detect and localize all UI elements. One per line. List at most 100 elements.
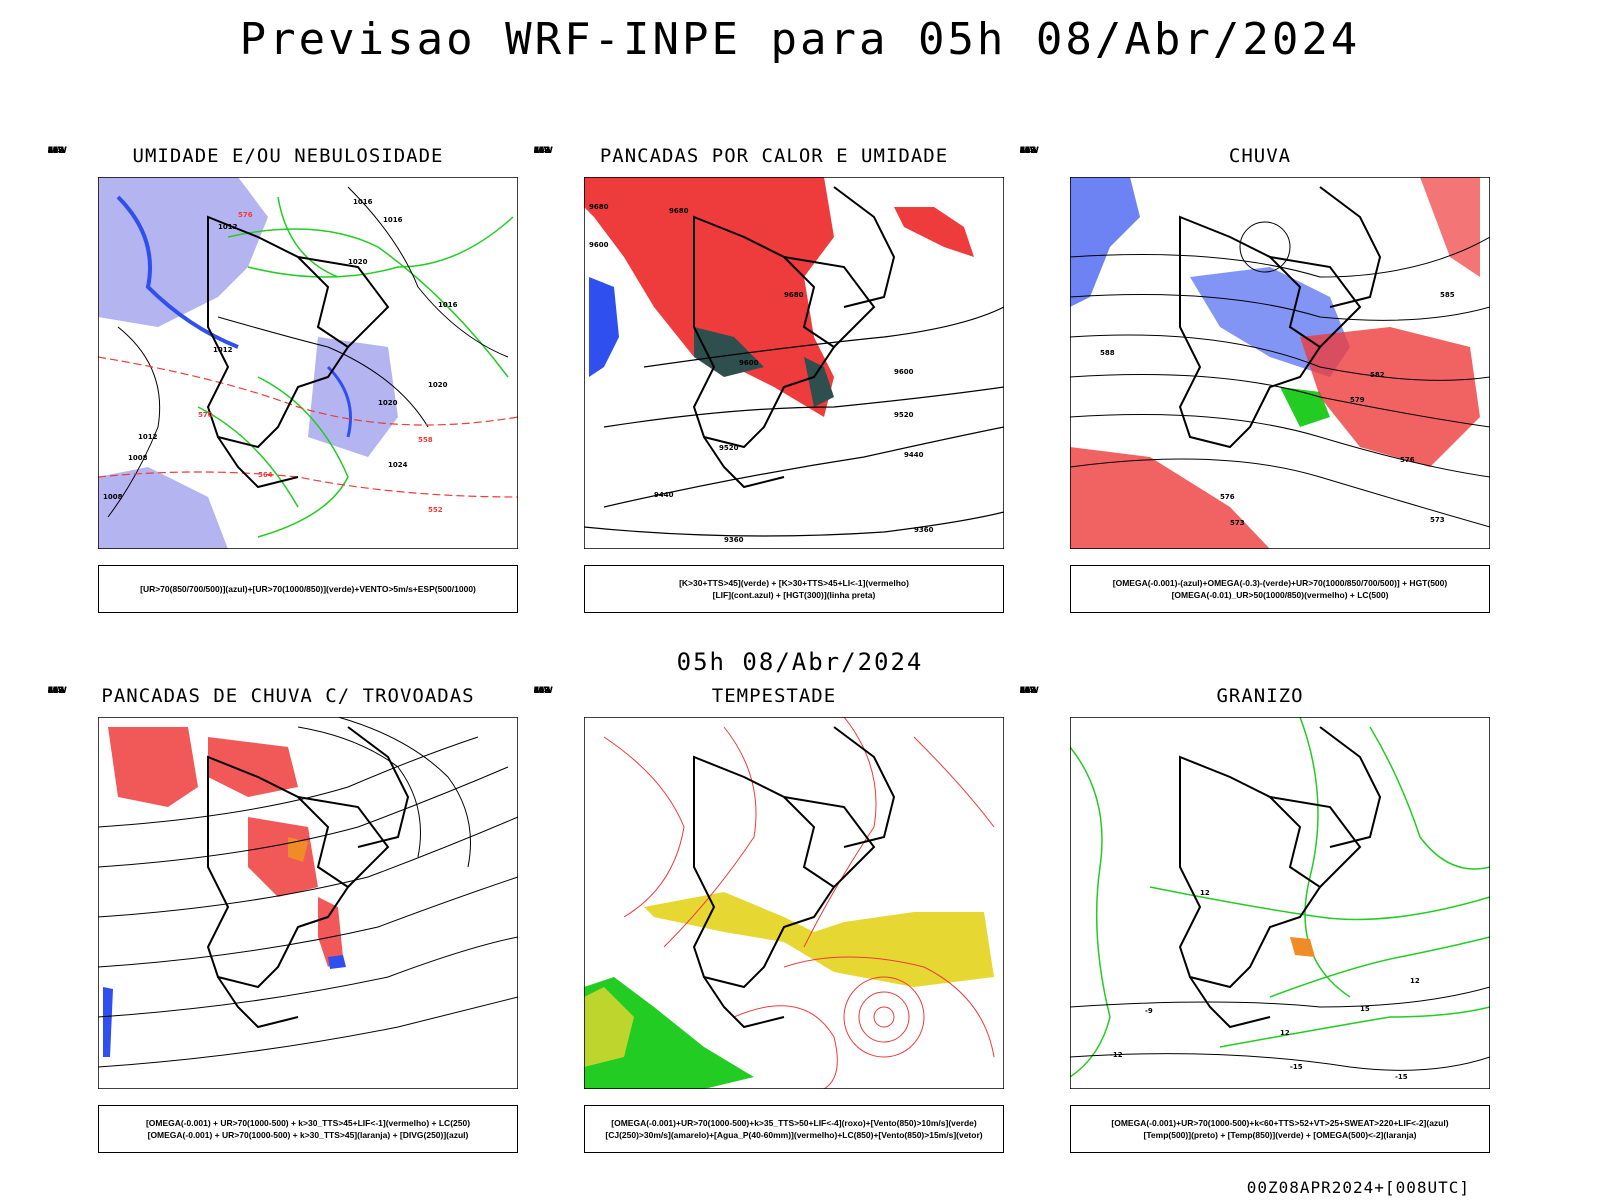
lon-tick-label: 70W xyxy=(48,685,67,695)
lat-tick-label: 24S xyxy=(534,685,551,695)
lat-tick-label: 21S xyxy=(1020,685,1037,695)
lat-tick-label: 12S xyxy=(534,145,551,155)
lon-tick-label: 45W xyxy=(48,145,67,155)
main-title: Previsao WRF-INPE para 05h 08/Abr/2024 xyxy=(239,14,1361,65)
contour-label: 1012 xyxy=(138,433,158,441)
lon-tick-label: 55W xyxy=(48,145,67,155)
lat-tick-label: 30S xyxy=(534,145,551,155)
contour-label: 1012 xyxy=(213,346,233,354)
map-chuva: 585 582 576 573 579 576 573 588 xyxy=(1070,177,1490,549)
contour-label: 1008 xyxy=(128,454,148,462)
lat-tick-label: 42S xyxy=(1020,685,1037,695)
lat-tick-label: 24S xyxy=(48,685,65,695)
lon-tick-label: 60W xyxy=(1020,145,1039,155)
lon-tick-label: 30W xyxy=(534,145,553,155)
panel-legend: [OMEGA(-0.001) + UR>70(1000-500) + k>30_… xyxy=(98,1105,518,1153)
panel-granizo: GRANIZO 12 15 12 -15 -12 12 -9 -15 [OMEG… xyxy=(1020,685,1500,1165)
lon-tick-label: 70W xyxy=(534,145,553,155)
legend-line: [CJ(250)>30m/s](amarelo)+[Agua_P(40-60mm… xyxy=(605,1130,983,1140)
lon-tick-label: 60W xyxy=(534,145,553,155)
lat-tick-label: 24S xyxy=(1020,145,1037,155)
lon-tick-label: 45W xyxy=(48,685,67,695)
forecast-time-subtitle: 05h 08/Abr/2024 xyxy=(676,648,924,676)
lon-tick-label: 35W xyxy=(48,685,67,695)
lon-tick-label: 65W xyxy=(1020,685,1039,695)
lat-tick-label: 33S xyxy=(1020,145,1037,155)
legend-line: [OMEGA(-0.01)_UR>50(1000/850)(vermelho) … xyxy=(1171,590,1389,600)
contour-label: 15 xyxy=(1360,1005,1370,1013)
model-run-label: 00Z08APR2024+[008UTC] xyxy=(1246,1178,1470,1197)
contour-label: 9440 xyxy=(904,451,924,459)
lon-tick-label: 65W xyxy=(48,145,67,155)
lon-tick-label: 30W xyxy=(48,145,67,155)
lon-tick-label: 60W xyxy=(1020,685,1039,695)
lon-tick-label: 70W xyxy=(48,145,67,155)
lon-tick-label: 45W xyxy=(534,145,553,155)
panel-title: TEMPESTADE xyxy=(711,685,837,707)
legend-line: [OMEGA(-0.001) + UR>70(1000-500) + k>30_… xyxy=(145,1118,471,1128)
contour-label: 1020 xyxy=(348,258,368,266)
contour-label: 9520 xyxy=(894,411,914,419)
lat-tick-label: 36S xyxy=(534,685,551,695)
contour-label: -15 xyxy=(1290,1063,1303,1071)
lat-tick-label: 15S xyxy=(48,145,65,155)
lon-tick-label: 65W xyxy=(1020,145,1039,155)
lat-tick-label: 18S xyxy=(1020,685,1037,695)
contour-label: 576 xyxy=(238,211,253,219)
contour-label: 1016 xyxy=(438,301,458,309)
lat-tick-label: 18S xyxy=(1020,145,1037,155)
contour-label: 570 xyxy=(198,411,213,419)
lon-tick-label: 45W xyxy=(534,685,553,695)
lon-tick-label: 40W xyxy=(48,145,67,155)
lon-tick-label: 70W xyxy=(1020,685,1039,695)
contour-label: 585 xyxy=(1440,291,1455,299)
lat-tick-label: 33S xyxy=(534,145,551,155)
legend-line: [UR>70(850/700/500)](azul)+[UR>70(1000/8… xyxy=(140,584,476,594)
lon-tick-label: 50W xyxy=(48,145,67,155)
contour-label: 9680 xyxy=(784,291,804,299)
panel-tempestade: TEMPESTADE [OMEGA(-0.001)+UR>70(1000-500… xyxy=(534,685,1014,1165)
lat-tick-label: 30S xyxy=(1020,145,1037,155)
panel-legend: [OMEGA(-0.001)-(azul)+OMEGA(-0.3)-(verde… xyxy=(1070,565,1490,613)
lon-tick-label: 35W xyxy=(534,685,553,695)
lat-tick-label: 12S xyxy=(1020,145,1037,155)
lon-tick-label: 35W xyxy=(48,145,67,155)
contour-label: 9440 xyxy=(654,491,674,499)
lat-tick-label: 36S xyxy=(1020,685,1037,695)
lat-tick-label: 12S xyxy=(48,685,65,695)
panel-title: GRANIZO xyxy=(1216,685,1304,707)
contour-label: -9 xyxy=(1145,1007,1153,1015)
contour-label: 558 xyxy=(418,436,433,444)
panel-legend: [OMEGA(-0.001)+UR>70(1000-500)+k>35_TTS>… xyxy=(584,1105,1004,1153)
lat-tick-label: 30S xyxy=(48,685,65,695)
contour-label: 573 xyxy=(1430,516,1445,524)
lat-tick-label: 39S xyxy=(1020,145,1037,155)
contour-label: -15 xyxy=(1395,1073,1408,1081)
lat-tick-label: 27S xyxy=(534,685,551,695)
map-tempestade xyxy=(584,717,1004,1089)
legend-line: [K>30+TTS>45](verde) + [K>30+TTS>45+LI<-… xyxy=(679,578,909,588)
lon-tick-label: 40W xyxy=(534,145,553,155)
lat-tick-label: 42S xyxy=(1020,145,1037,155)
lon-tick-label: 50W xyxy=(1020,145,1039,155)
contour-label: 9600 xyxy=(739,359,759,367)
contour-label: 579 xyxy=(1350,396,1365,404)
lat-tick-label: 39S xyxy=(534,685,551,695)
contour-label: 1016 xyxy=(353,198,373,206)
contour-label: 1024 xyxy=(388,461,408,469)
lat-tick-label: 12S xyxy=(48,145,65,155)
lon-tick-label: 55W xyxy=(1020,685,1039,695)
contour-label: 1008 xyxy=(103,493,123,501)
contour-label: -12 xyxy=(1110,1051,1123,1059)
contour-label: 9680 xyxy=(589,203,609,211)
contour-label: 1020 xyxy=(428,381,448,389)
contour-label: 9680 xyxy=(669,207,689,215)
panel-pancadas-trovoadas: PANCADAS DE CHUVA C/ TROVOADAS [OMEGA(-0… xyxy=(48,685,528,1165)
lat-tick-label: 12S xyxy=(534,685,551,695)
map-pancadas-trovoadas xyxy=(98,717,518,1089)
contour-label: 9600 xyxy=(589,241,609,249)
lon-tick-label: 35W xyxy=(1020,145,1039,155)
contour-label: 9520 xyxy=(719,444,739,452)
panel-umidade: UMIDADE E/OU NEBULOSIDADE 1016 1016 1012… xyxy=(48,145,528,625)
lat-tick-label: 27S xyxy=(1020,685,1037,695)
